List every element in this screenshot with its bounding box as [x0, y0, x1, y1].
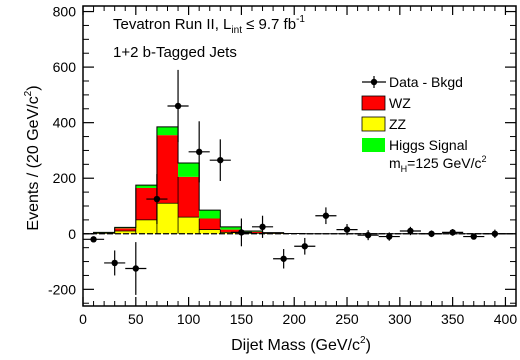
annotation-line-1: Tevatron Run II, Lint ≤ 9.7 fb-1 — [113, 14, 305, 36]
data-point-11 — [315, 207, 337, 225]
legend-label-wz: WZ — [389, 95, 411, 111]
x-axis-title: Dijet Mass (GeV/c2) — [231, 335, 371, 354]
data-point-marker-15 — [407, 227, 414, 235]
bar-zz-2 — [114, 231, 136, 234]
data-point-0 — [83, 236, 105, 243]
plot-frame — [82, 5, 517, 307]
data-point-3 — [146, 174, 168, 225]
bar-zz-4 — [156, 203, 179, 234]
bar-higgs-5 — [178, 162, 200, 177]
y-axis-title: Events / (20 GeV/c2) — [23, 85, 42, 230]
data-point-10 — [294, 237, 316, 255]
y-tick-label-600: 600 — [53, 59, 77, 75]
x-tick-label-150: 150 — [230, 311, 254, 327]
data-point-marker-6 — [217, 156, 224, 164]
annotation-line-2: 1+2 b-Tagged Jets — [113, 44, 237, 61]
data-point-16 — [420, 230, 443, 238]
x-tick-label-0: 0 — [79, 311, 87, 327]
bar-zz-6 — [199, 229, 221, 234]
x-tick-label-50: 50 — [128, 311, 144, 327]
data-point-5 — [188, 121, 210, 183]
legend-higgs-mass: mH=125 GeV/c2 — [389, 154, 487, 174]
x-tick-label-350: 350 — [441, 311, 465, 327]
bar-wz-3 — [135, 187, 157, 220]
bar-wz-5 — [178, 176, 200, 218]
data-point-marker-13 — [364, 231, 372, 239]
data-point-18 — [463, 233, 485, 240]
axes: 0 50 100 150 200 250 300 350 400-200020040060080… — [48, 4, 517, 327]
data-point-marker-2 — [132, 265, 140, 272]
bar-wz-7 — [220, 229, 242, 233]
x-tick-label-200: 200 — [283, 311, 307, 327]
data-point-7 — [230, 218, 252, 247]
data-points — [83, 69, 506, 295]
bar-wz-4 — [156, 135, 179, 204]
legend-swatch-higgs — [362, 138, 385, 152]
legend-swatch-wz — [361, 95, 386, 111]
x-tick-label-100: 100 — [177, 311, 201, 327]
bar-higgs-4 — [156, 126, 179, 136]
data-point-marker-8 — [259, 223, 266, 231]
legend-label-higgs: Higgs Signal — [389, 137, 468, 153]
data-point-marker-10 — [301, 243, 308, 250]
legend-swatch-zz — [361, 116, 386, 132]
data-point-marker-19 — [491, 230, 499, 237]
x-tick-label-400: 400 — [494, 311, 518, 327]
bar-higgs-7 — [220, 226, 242, 230]
bar-wz-6 — [199, 218, 221, 230]
data-point-marker-1 — [111, 259, 118, 267]
legend: Data - Bkgd WZ ZZ Higgs Signal mH=125 Ge… — [361, 74, 487, 174]
data-point-15 — [399, 226, 421, 236]
bar-higgs-3 — [135, 185, 157, 188]
data-point-marker-3 — [153, 195, 161, 203]
y-tick-label-400: 400 — [53, 115, 77, 131]
data-point-14 — [378, 232, 400, 241]
data-point-marker-5 — [195, 148, 203, 156]
bar-higgs-6 — [199, 210, 221, 219]
data-point-6 — [209, 139, 231, 181]
data-point-marker-12 — [343, 226, 351, 233]
data-point-2 — [125, 242, 147, 295]
data-point-17 — [442, 229, 464, 236]
legend-data-marker — [362, 76, 386, 88]
data-point-9 — [273, 249, 295, 269]
data-point-marker-18 — [470, 233, 477, 240]
data-point-marker-0 — [90, 236, 97, 243]
y-tick-label-800: 800 — [53, 4, 77, 20]
data-point-12 — [336, 224, 358, 236]
data-point-19 — [484, 229, 506, 238]
data-point-marker-4 — [174, 102, 182, 110]
y-tick-label--200: -200 — [48, 281, 76, 297]
x-tick-label-250: 250 — [335, 311, 359, 327]
data-point-marker-14 — [386, 233, 393, 240]
y-tick-label-0: 0 — [68, 226, 76, 242]
data-point-marker-7 — [238, 229, 245, 236]
data-point-marker-16 — [428, 230, 435, 237]
legend-label-zz: ZZ — [389, 116, 407, 132]
legend-label-data: Data - Bkgd — [389, 74, 463, 90]
data-point-4 — [167, 69, 189, 143]
data-point-13 — [357, 230, 379, 241]
x-tick-label-300: 300 — [388, 311, 412, 327]
data-point-marker-9 — [280, 255, 287, 262]
bar-wz-2 — [114, 228, 136, 231]
data-point-1 — [104, 250, 126, 276]
bar-zz-5 — [178, 217, 200, 234]
bar-zz-7 — [220, 232, 242, 234]
data-point-8 — [251, 215, 274, 238]
y-tick-label-200: 200 — [53, 170, 77, 186]
data-point-marker-11 — [322, 212, 330, 219]
bar-zz-3 — [135, 219, 157, 234]
data-point-marker-17 — [449, 229, 456, 236]
